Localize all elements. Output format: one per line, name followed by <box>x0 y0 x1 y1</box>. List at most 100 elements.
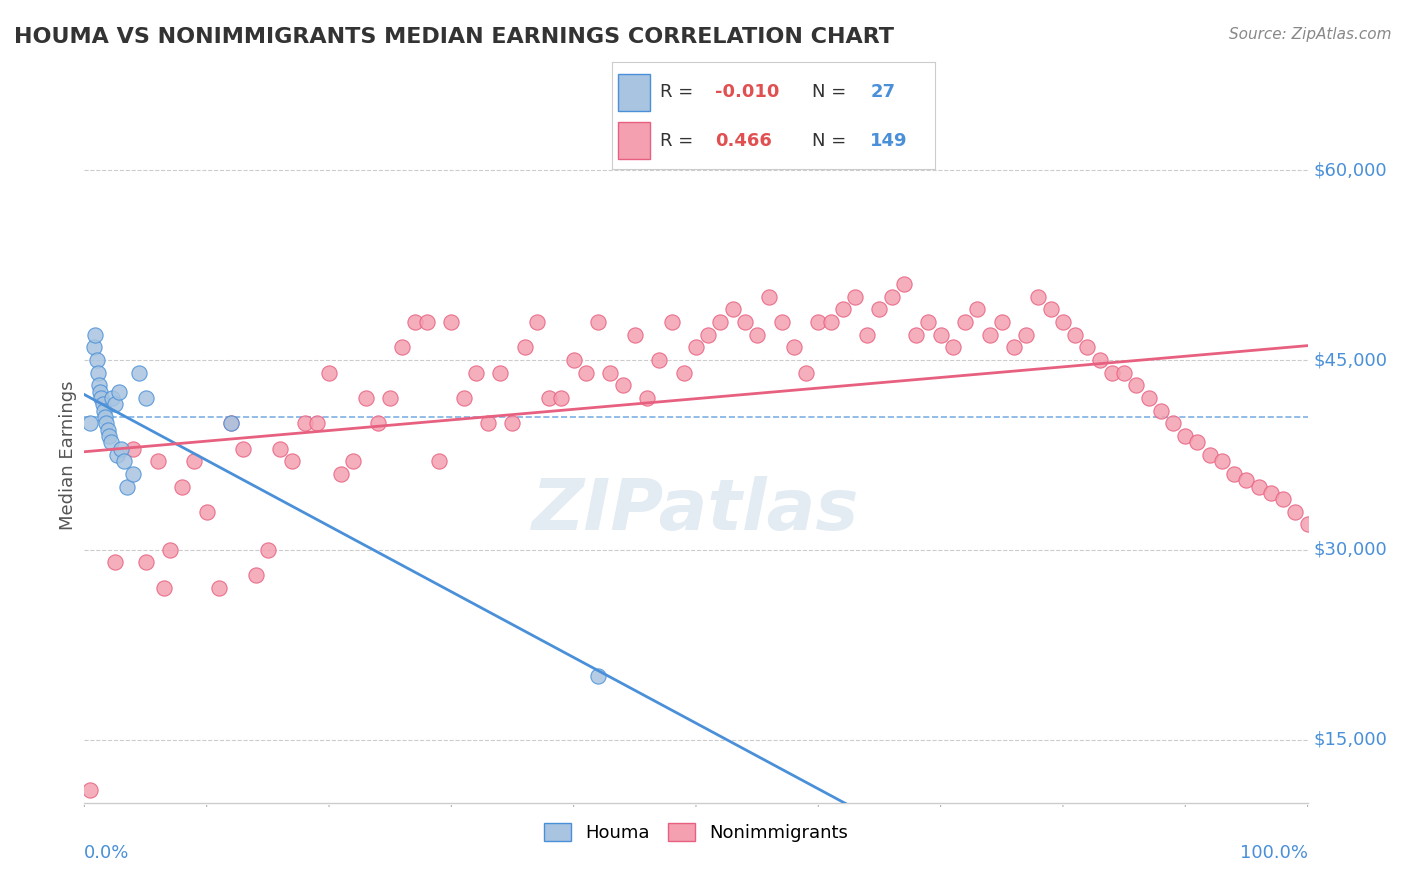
Point <box>404 315 426 329</box>
Text: R =: R = <box>661 84 699 102</box>
Point <box>294 417 316 431</box>
Point <box>104 556 127 570</box>
Point <box>232 442 254 456</box>
Point <box>1101 366 1123 380</box>
Point <box>550 391 572 405</box>
Point <box>905 327 928 342</box>
Point <box>90 391 112 405</box>
Point <box>477 417 499 431</box>
Point <box>269 442 291 456</box>
Point <box>122 467 145 481</box>
Point <box>96 417 118 431</box>
Text: 0.466: 0.466 <box>716 132 772 150</box>
Point <box>219 417 242 431</box>
Point <box>929 327 952 342</box>
Point <box>86 353 108 368</box>
Legend: Houma, Nonimmigrants: Houma, Nonimmigrants <box>537 815 855 849</box>
Text: 149: 149 <box>870 132 908 150</box>
Text: N =: N = <box>813 84 852 102</box>
Y-axis label: Median Earnings: Median Earnings <box>59 380 77 530</box>
Point <box>636 391 658 405</box>
Point <box>672 366 695 380</box>
Point <box>122 442 145 456</box>
Point <box>153 581 176 595</box>
Point <box>869 302 891 317</box>
Point <box>1272 492 1295 507</box>
Point <box>953 315 976 329</box>
Point <box>747 327 769 342</box>
Point <box>100 435 122 450</box>
Point <box>101 391 124 405</box>
Point <box>107 384 129 399</box>
Point <box>354 391 377 405</box>
Point <box>1198 448 1220 462</box>
Point <box>208 581 231 595</box>
Point <box>734 315 756 329</box>
Text: $60,000: $60,000 <box>1313 161 1388 179</box>
Text: $15,000: $15,000 <box>1313 731 1388 748</box>
Point <box>91 397 114 411</box>
Point <box>84 327 107 342</box>
Point <box>624 327 647 342</box>
Point <box>1223 467 1246 481</box>
Text: Source: ZipAtlas.com: Source: ZipAtlas.com <box>1229 27 1392 42</box>
Point <box>1137 391 1160 405</box>
Point <box>305 417 328 431</box>
Point <box>562 353 585 368</box>
Point <box>893 277 915 292</box>
Point <box>1076 340 1098 354</box>
Text: 27: 27 <box>870 84 896 102</box>
Point <box>146 454 169 468</box>
Point <box>330 467 353 481</box>
Text: ZIPatlas: ZIPatlas <box>533 476 859 545</box>
Point <box>112 454 135 468</box>
Point <box>612 378 634 392</box>
Point <box>697 327 720 342</box>
Point <box>391 340 413 354</box>
Point <box>685 340 707 354</box>
Point <box>367 417 389 431</box>
Text: HOUMA VS NONIMMIGRANTS MEDIAN EARNINGS CORRELATION CHART: HOUMA VS NONIMMIGRANTS MEDIAN EARNINGS C… <box>14 27 894 46</box>
Point <box>1174 429 1197 443</box>
Point <box>1247 479 1270 493</box>
Point <box>104 397 127 411</box>
Point <box>464 366 486 380</box>
Point <box>1039 302 1062 317</box>
Point <box>586 669 609 683</box>
Point <box>709 315 731 329</box>
Point <box>1028 290 1050 304</box>
Point <box>115 479 138 493</box>
Point <box>1260 486 1282 500</box>
Point <box>1088 353 1111 368</box>
Point <box>844 290 866 304</box>
Point <box>128 366 150 380</box>
Point <box>97 423 120 437</box>
Point <box>1125 378 1147 392</box>
Point <box>416 315 439 329</box>
Point <box>489 366 512 380</box>
Point <box>245 568 267 582</box>
Point <box>966 302 988 317</box>
Point <box>586 315 609 329</box>
Point <box>318 366 340 380</box>
Text: R =: R = <box>661 132 699 150</box>
Point <box>83 340 105 354</box>
Point <box>135 391 157 405</box>
Point <box>89 384 111 399</box>
Point <box>1296 517 1319 532</box>
Point <box>135 556 157 570</box>
Point <box>820 315 842 329</box>
Point <box>880 290 903 304</box>
Point <box>721 302 744 317</box>
Point <box>1114 366 1136 380</box>
Point <box>1015 327 1038 342</box>
Point <box>979 327 1001 342</box>
Point <box>257 542 280 557</box>
Point <box>440 315 463 329</box>
Point <box>513 340 536 354</box>
Point <box>1284 505 1306 519</box>
Text: -0.010: -0.010 <box>716 84 779 102</box>
Point <box>648 353 671 368</box>
Point <box>1187 435 1209 450</box>
Point <box>917 315 939 329</box>
